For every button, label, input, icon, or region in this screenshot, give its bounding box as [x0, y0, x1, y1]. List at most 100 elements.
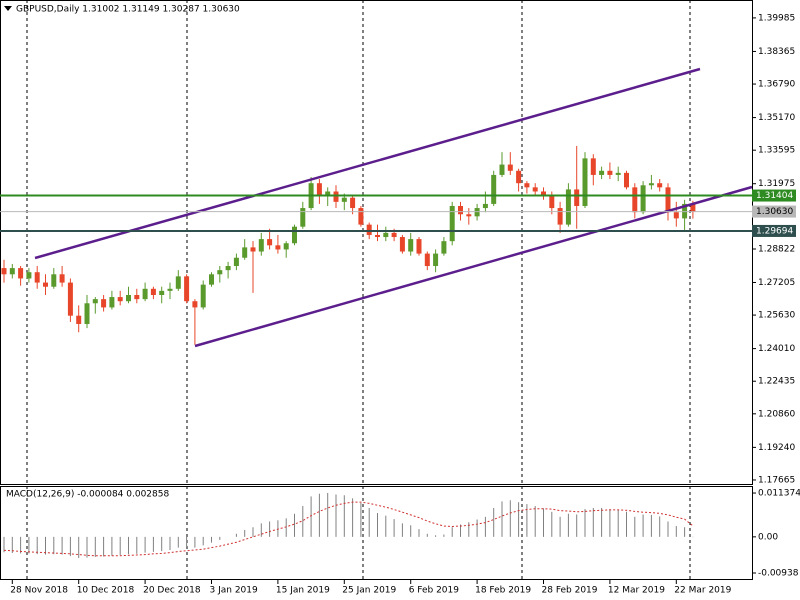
candle-body — [333, 191, 339, 202]
candle-body — [507, 164, 513, 171]
candle-body — [640, 185, 646, 213]
candle-body — [76, 315, 82, 324]
candle-body — [92, 299, 98, 304]
candle-body — [565, 189, 571, 225]
y-tick-label: 1.22435 — [758, 377, 795, 387]
candle-body — [632, 187, 638, 213]
x-tick-label: 22 Mar 2019 — [674, 586, 731, 596]
candle-body — [184, 276, 190, 302]
y-tick-label: 1.38365 — [758, 47, 795, 57]
candle-body — [648, 183, 654, 186]
candle-body — [217, 270, 223, 275]
x-tick-label: 20 Dec 2018 — [143, 586, 201, 596]
x-tick-label: 28 Feb 2019 — [542, 586, 598, 596]
candle-body — [449, 205, 455, 242]
candle-body — [458, 205, 463, 215]
candle-body — [233, 257, 239, 267]
y-tick-label: 0.00 — [758, 532, 778, 542]
candle-body — [607, 170, 613, 175]
candle-body — [590, 158, 596, 175]
candle-body — [275, 245, 281, 250]
candle-body — [51, 274, 57, 287]
x-tick-label: 18 Feb 2019 — [475, 586, 531, 596]
candle-body — [84, 303, 90, 324]
candle-body — [491, 174, 497, 204]
candle-body — [43, 282, 48, 287]
x-tick-label: 10 Dec 2018 — [77, 586, 135, 596]
candle-body — [532, 187, 538, 192]
candle-body — [474, 208, 480, 217]
candle-body — [325, 191, 331, 196]
candle-body — [9, 268, 15, 275]
y-tick-label: 1.35170 — [758, 113, 795, 123]
candle-body — [574, 189, 580, 206]
candle-body — [549, 195, 555, 209]
candle-body — [59, 274, 65, 283]
y-tick-label: 1.28822 — [758, 244, 795, 254]
signal-line — [3, 501, 694, 557]
price-label: 1.30630 — [756, 207, 793, 217]
candle-body — [599, 170, 605, 175]
candle-body — [126, 294, 131, 302]
candle-body — [225, 266, 231, 271]
price-header: GBPUSD,Daily 1.31002 1.31149 1.30287 1.3… — [16, 5, 240, 15]
candle-body — [516, 170, 522, 184]
macd-pane-border — [0, 486, 753, 580]
candle-body — [258, 239, 264, 252]
y-tick-label: 1.25630 — [758, 311, 795, 321]
candle-body — [67, 282, 73, 316]
x-tick-label: 15 Jan 2019 — [276, 586, 330, 596]
price-label-bg — [752, 189, 796, 202]
candle-body — [433, 253, 439, 267]
candle-body — [482, 203, 488, 209]
candle-body — [499, 164, 505, 175]
candle-body — [690, 203, 696, 212]
y-tick-label: 1.24010 — [758, 344, 795, 354]
candle-body — [416, 239, 422, 254]
channel-lower — [194, 185, 753, 348]
candle-body — [424, 253, 430, 267]
candle-body — [117, 297, 123, 302]
y-tick-label: -0.00938 — [758, 568, 799, 578]
candle-body — [109, 297, 115, 308]
candle-body — [1, 268, 7, 275]
candle-body — [665, 187, 671, 213]
candle-body — [167, 288, 173, 291]
candle-body — [399, 237, 405, 252]
candle-body — [159, 290, 165, 295]
candle-body — [209, 274, 214, 285]
candle-body — [383, 232, 389, 238]
candle-body — [26, 272, 32, 279]
candle-body — [192, 301, 198, 308]
x-tick-label: 25 Jan 2019 — [342, 586, 396, 596]
plot-layer — [1, 145, 696, 559]
x-tick-label: 3 Jan 2019 — [210, 586, 258, 596]
x-tick-label: 6 Feb 2019 — [409, 586, 460, 596]
candle-body — [134, 294, 140, 300]
price-label-bg — [752, 205, 796, 218]
channel-upper — [34, 67, 701, 260]
y-tick-label: 1.36790 — [758, 80, 795, 90]
candle-body — [541, 191, 546, 196]
x-tick-label: 12 Mar 2019 — [608, 586, 665, 596]
candle-body — [250, 247, 256, 252]
candle-body — [582, 158, 588, 206]
candle-body — [408, 239, 414, 252]
candle-body — [673, 212, 679, 219]
price-label: 1.29694 — [756, 226, 793, 236]
candle-body — [358, 208, 364, 225]
price-pane-border — [0, 0, 753, 485]
candle-body — [366, 224, 372, 235]
candle-body — [316, 183, 322, 196]
candle-body — [292, 226, 297, 244]
candle-body — [142, 288, 148, 300]
price-label-bg — [752, 224, 796, 237]
menu-arrow[interactable] — [4, 6, 12, 11]
candle-body — [441, 241, 447, 254]
y-tick-label: 1.33595 — [758, 146, 795, 156]
macd-header: MACD(12,26,9) -0.000084 0.002858 — [6, 490, 169, 500]
candle-body — [34, 272, 40, 283]
candle-body — [391, 232, 397, 238]
